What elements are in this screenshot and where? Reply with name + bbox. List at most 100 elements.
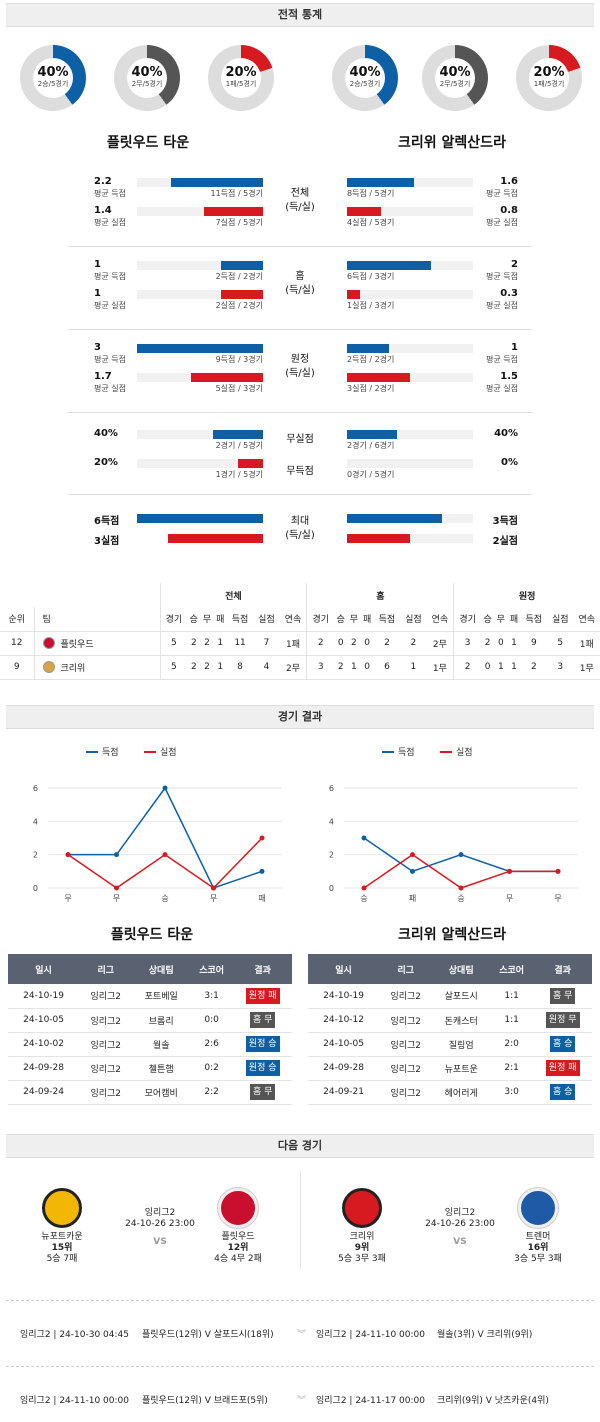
donut-percent: 40% xyxy=(37,65,69,80)
away-stat-bar xyxy=(347,430,397,439)
result-date: 24-09-24 xyxy=(8,1080,80,1105)
away-results-title: 크리위 알렉산드라 xyxy=(398,927,506,943)
away-team-name: 크리위 알렉산드라 xyxy=(398,135,506,151)
away-stat-caption: 0경기 / 5경기 xyxy=(347,470,395,479)
standings-col-header: 무 xyxy=(200,607,214,632)
stat-divider xyxy=(68,329,532,330)
standings-col-header: 연속 xyxy=(279,607,307,632)
result-date: 24-10-12 xyxy=(308,1008,380,1033)
result-badge: 원정 패 xyxy=(545,1060,580,1076)
result-opp: 헤어러게 xyxy=(432,1080,491,1105)
away-bar-track xyxy=(347,207,473,216)
result-badge: 원정 승 xyxy=(245,1036,280,1052)
data-point xyxy=(507,868,512,874)
home-max-bar xyxy=(168,534,263,543)
data-point xyxy=(361,835,367,841)
result-badge: 홈 승 xyxy=(549,1084,576,1100)
x-tick-label: 승 xyxy=(457,894,464,903)
home-stat-bar xyxy=(213,430,263,439)
away-stat-bar xyxy=(347,207,381,216)
away-stat-label: 평균 실점 xyxy=(486,384,518,393)
standings-col-header: 승 xyxy=(187,607,201,632)
away-stat-bar xyxy=(347,290,360,299)
away-bar-track xyxy=(347,430,473,439)
home-stat-label: 평균 득점 xyxy=(94,189,126,198)
team-logo-icon xyxy=(42,637,55,649)
donut-center: 40% 2승/5경기 xyxy=(345,58,385,98)
stat-group-title: 홈 xyxy=(295,271,305,282)
next-left-team: 크리위 9위 5승 3무 3패 xyxy=(322,1232,402,1265)
standings-cell: 9 xyxy=(520,631,548,656)
away-bar-track xyxy=(347,459,473,468)
standings-col-header: 승 xyxy=(481,607,495,632)
standings-cell: 1 xyxy=(213,655,227,680)
home-bar-track xyxy=(137,459,263,468)
home-max-value: 6득점 xyxy=(94,516,120,527)
home-stat-label: 평균 실점 xyxy=(94,218,126,227)
result-date: 24-09-28 xyxy=(308,1056,380,1081)
x-tick-label: 무 xyxy=(64,894,71,903)
result-opp: 브롬리 xyxy=(132,1008,191,1033)
data-point xyxy=(162,785,168,791)
standings-cell: 0 xyxy=(481,655,495,680)
x-tick-label: 무 xyxy=(210,894,217,903)
home-stat-value: 1 xyxy=(94,259,101,270)
table-row: 24-09-24 잉리그2 모어캠비 2:2 홈 무 xyxy=(8,1080,292,1105)
upcoming-left-date: 잉리그2 | 24-11-10 00:00 xyxy=(20,1396,129,1406)
stat-divider xyxy=(68,246,532,247)
standings-cell: 3 xyxy=(306,655,335,680)
result-score: 2:2 xyxy=(190,1080,234,1105)
upcoming-left-teams: 플릿우드(12위) V 브래드포(5위) xyxy=(142,1396,268,1406)
result-league: 잉리그2 xyxy=(379,1080,433,1105)
chart-legend: 득점 실점 xyxy=(382,746,473,758)
result-badge: 원정 무 xyxy=(545,1012,580,1028)
results-header-cell: 결과 xyxy=(233,954,292,984)
data-point xyxy=(458,852,464,858)
donut-percent: 40% xyxy=(131,65,163,80)
away-stat-caption: 2득점 / 2경기 xyxy=(347,355,395,364)
standings-blank xyxy=(34,583,160,607)
x-tick-label: 무 xyxy=(506,894,513,903)
stats-section-title: 전적 통계 xyxy=(6,3,594,27)
team-logo-icon xyxy=(42,661,55,673)
donut-percent: 20% xyxy=(533,65,565,80)
upcoming-divider xyxy=(6,1300,594,1301)
standings-col-header: 실점 xyxy=(547,607,574,632)
next-right-record: 3승 5무 3패 xyxy=(514,1254,562,1264)
result-date: 24-09-21 xyxy=(308,1080,380,1105)
standings-team: 플릿우드 xyxy=(33,631,160,656)
standings-cell: 2 xyxy=(347,631,361,656)
series-line-conceded xyxy=(67,837,263,889)
result-score: 0:0 xyxy=(190,1008,234,1033)
next-left-team: 뉴포트카운 15위 5승 7패 xyxy=(22,1232,102,1265)
standings-rank: 9 xyxy=(0,655,34,680)
result-opp: 첼튼햄 xyxy=(132,1056,191,1081)
results-table-home: 일시 리그 상대팀 스코어 결과 24-10-19 잉리그2 포트베일 3:1 원정 패 24-10… xyxy=(8,954,292,1105)
home-max-bar xyxy=(137,514,263,523)
y-tick-label: 6 xyxy=(33,784,38,793)
away-bar-track xyxy=(347,373,473,382)
result-score: 0:2 xyxy=(190,1056,234,1081)
home-stat-caption: 5실점 / 3경기 xyxy=(215,384,263,393)
donut-percent: 40% xyxy=(439,65,471,80)
standings-cell: 0 xyxy=(360,631,374,656)
y-tick-label: 4 xyxy=(329,817,334,826)
team-crest-icon xyxy=(517,1187,559,1229)
home-stat-value: 1 xyxy=(94,288,101,299)
standings-cell: 2무 xyxy=(426,631,454,656)
result-opp: 뉴포트운 xyxy=(432,1056,491,1081)
away-stat-label: 평균 득점 xyxy=(486,355,518,364)
result-date: 24-10-05 xyxy=(308,1032,380,1057)
y-tick-label: 6 xyxy=(329,784,334,793)
next-match-info: 잉리그2 24-10-26 23:00 VS xyxy=(410,1208,510,1248)
data-point xyxy=(259,835,265,841)
standings-cell: 2 xyxy=(400,631,427,656)
next-right-name: 플릿우드 xyxy=(221,1232,255,1242)
standings-cell: 2 xyxy=(453,655,481,680)
upcoming-divider xyxy=(6,1366,594,1367)
home-stat-caption: 7실점 / 5경기 xyxy=(215,218,263,227)
home-stat-bar xyxy=(221,290,263,299)
home-stat-caption: 2경기 / 5경기 xyxy=(215,441,263,450)
result-score: 1:1 xyxy=(490,1008,534,1033)
away-bar-track xyxy=(347,534,473,543)
